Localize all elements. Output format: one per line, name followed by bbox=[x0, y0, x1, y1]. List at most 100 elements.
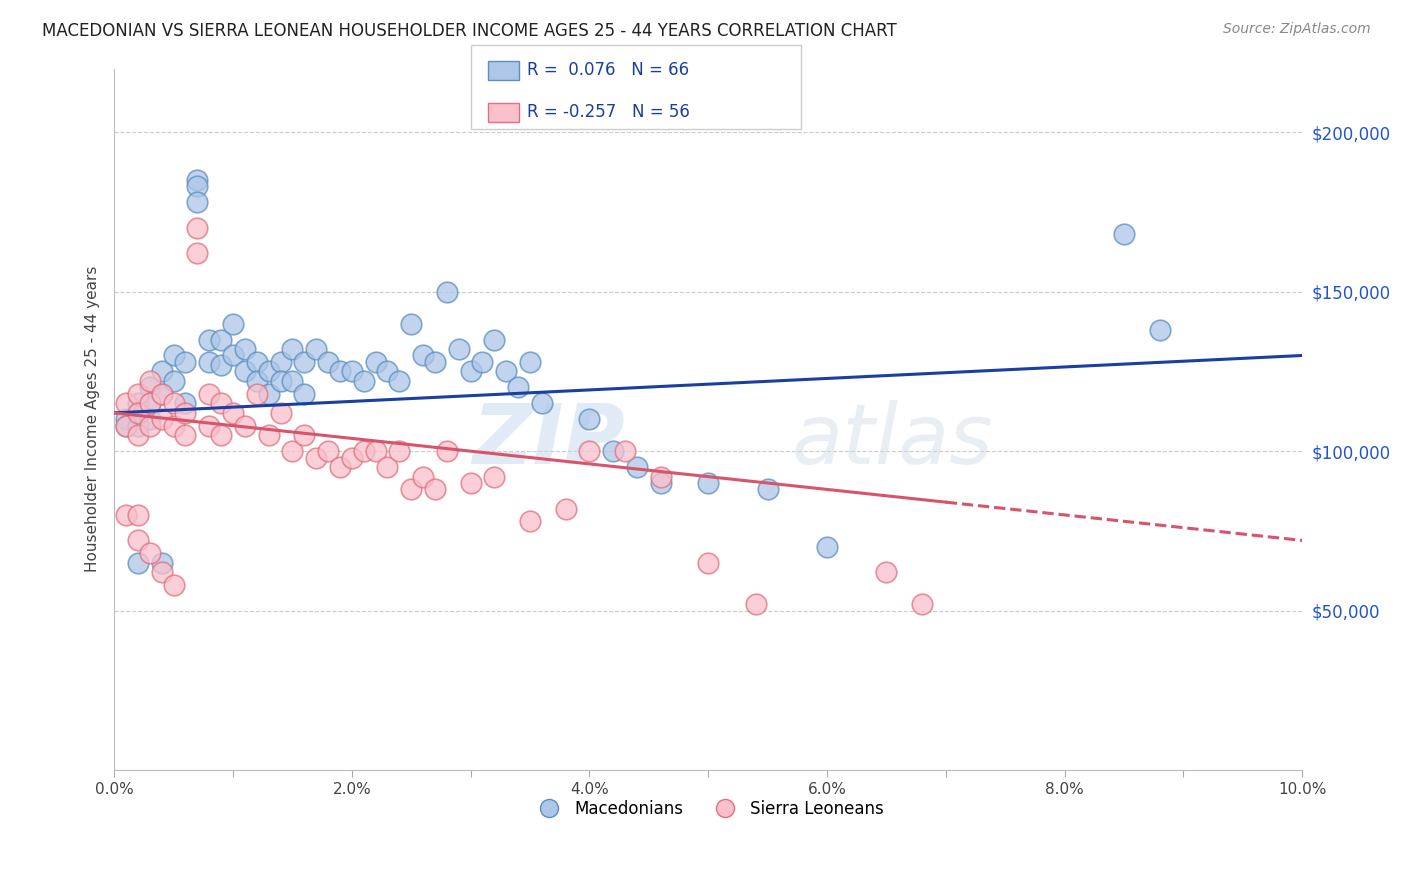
Point bbox=[150, 556, 173, 570]
Point bbox=[233, 342, 256, 356]
Point bbox=[447, 342, 470, 356]
Point bbox=[578, 412, 600, 426]
Point bbox=[506, 380, 529, 394]
Point bbox=[436, 285, 458, 299]
Point bbox=[257, 364, 280, 378]
Point bbox=[209, 358, 232, 372]
Point bbox=[198, 386, 221, 401]
Point bbox=[340, 364, 363, 378]
Point bbox=[530, 396, 553, 410]
Point bbox=[139, 418, 162, 433]
Point bbox=[222, 317, 245, 331]
Point bbox=[353, 374, 375, 388]
Point bbox=[815, 540, 838, 554]
Point bbox=[281, 342, 304, 356]
Point bbox=[1112, 227, 1135, 242]
Point bbox=[281, 444, 304, 458]
Point bbox=[127, 406, 149, 420]
Point bbox=[305, 342, 328, 356]
Point bbox=[399, 483, 422, 497]
Point bbox=[911, 597, 934, 611]
Point bbox=[316, 444, 339, 458]
Point bbox=[756, 483, 779, 497]
Point bbox=[186, 221, 208, 235]
Point bbox=[364, 355, 387, 369]
Point bbox=[292, 386, 315, 401]
Point bbox=[412, 469, 434, 483]
Point bbox=[388, 374, 411, 388]
Point bbox=[174, 406, 197, 420]
Point bbox=[150, 412, 173, 426]
Point bbox=[186, 195, 208, 210]
Point bbox=[209, 333, 232, 347]
Point bbox=[316, 355, 339, 369]
Point bbox=[115, 508, 138, 522]
Point bbox=[209, 396, 232, 410]
Point bbox=[578, 444, 600, 458]
Point bbox=[127, 556, 149, 570]
Point bbox=[744, 597, 766, 611]
Point bbox=[150, 386, 173, 401]
Point bbox=[115, 412, 138, 426]
Point bbox=[377, 364, 399, 378]
Point bbox=[186, 173, 208, 187]
Point bbox=[127, 508, 149, 522]
Point bbox=[162, 418, 184, 433]
Point bbox=[484, 469, 506, 483]
Point bbox=[626, 460, 648, 475]
Point bbox=[127, 418, 149, 433]
Point bbox=[270, 374, 292, 388]
Point bbox=[162, 578, 184, 592]
Legend: Macedonians, Sierra Leoneans: Macedonians, Sierra Leoneans bbox=[526, 794, 890, 825]
Point bbox=[162, 349, 184, 363]
Point bbox=[127, 396, 149, 410]
Point bbox=[139, 396, 162, 410]
Point bbox=[650, 476, 672, 491]
Point bbox=[198, 355, 221, 369]
Text: ZIP: ZIP bbox=[472, 400, 626, 481]
Point bbox=[436, 444, 458, 458]
Text: MACEDONIAN VS SIERRA LEONEAN HOUSEHOLDER INCOME AGES 25 - 44 YEARS CORRELATION C: MACEDONIAN VS SIERRA LEONEAN HOUSEHOLDER… bbox=[42, 22, 897, 40]
Point bbox=[471, 355, 494, 369]
Point bbox=[198, 418, 221, 433]
Point bbox=[115, 418, 138, 433]
Point bbox=[139, 374, 162, 388]
Point bbox=[340, 450, 363, 465]
Point bbox=[233, 364, 256, 378]
Point bbox=[270, 355, 292, 369]
Point bbox=[222, 406, 245, 420]
Y-axis label: Householder Income Ages 25 - 44 years: Householder Income Ages 25 - 44 years bbox=[86, 266, 100, 573]
Point bbox=[292, 428, 315, 442]
Point bbox=[139, 396, 162, 410]
Point bbox=[292, 355, 315, 369]
Point bbox=[423, 483, 446, 497]
Point bbox=[519, 514, 541, 528]
Point bbox=[222, 349, 245, 363]
Point bbox=[162, 374, 184, 388]
Point bbox=[150, 386, 173, 401]
Point bbox=[602, 444, 624, 458]
Point bbox=[495, 364, 517, 378]
Point bbox=[697, 556, 720, 570]
Point bbox=[460, 476, 482, 491]
Point bbox=[115, 396, 138, 410]
Point bbox=[460, 364, 482, 378]
Point bbox=[364, 444, 387, 458]
Point bbox=[127, 533, 149, 548]
Point bbox=[186, 246, 208, 260]
Point bbox=[174, 428, 197, 442]
Point bbox=[423, 355, 446, 369]
Point bbox=[246, 386, 269, 401]
Point bbox=[174, 396, 197, 410]
Point bbox=[246, 355, 269, 369]
Point bbox=[388, 444, 411, 458]
Point bbox=[697, 476, 720, 491]
Point bbox=[115, 418, 138, 433]
Point bbox=[329, 460, 352, 475]
Text: R =  0.076   N = 66: R = 0.076 N = 66 bbox=[527, 62, 689, 79]
Point bbox=[174, 355, 197, 369]
Point bbox=[139, 412, 162, 426]
Point bbox=[246, 374, 269, 388]
Point bbox=[139, 380, 162, 394]
Point bbox=[139, 546, 162, 560]
